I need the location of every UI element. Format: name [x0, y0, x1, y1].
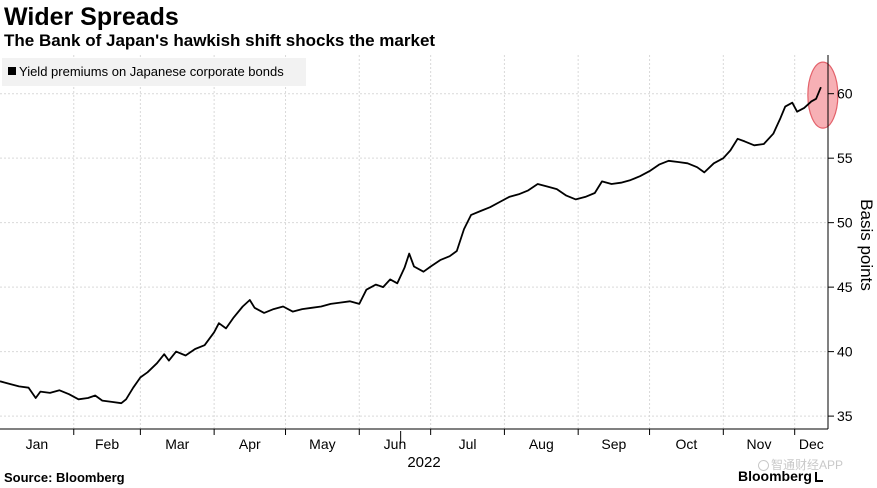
x-tick-label: Sep: [601, 436, 626, 452]
x-tick-label: Dec: [799, 436, 824, 452]
watermark-text: 智通财经APP: [771, 458, 844, 472]
y-tick-label: 55: [837, 150, 853, 166]
x-tick-label: Jan: [26, 436, 49, 452]
source-note: Source: Bloomberg: [4, 470, 125, 485]
x-tick-label: Jun: [384, 436, 407, 452]
x-tick-label: Apr: [239, 436, 261, 452]
legend-label: Yield premiums on Japanese corporate bon…: [19, 64, 284, 79]
x-tick-label: Mar: [165, 436, 189, 452]
series-line-group: [0, 86, 822, 405]
chart-subtitle: The Bank of Japan's hawkish shift shocks…: [4, 31, 436, 50]
x-tick-label: Jul: [459, 436, 477, 452]
chart-title: Wider Spreads: [4, 3, 179, 31]
x-tick-label: Feb: [95, 436, 119, 452]
legend-box: [2, 58, 306, 86]
series-line: [0, 86, 822, 405]
legend-swatch: [8, 67, 16, 75]
highlight-marker: [807, 61, 839, 129]
y-tick-label: 45: [837, 279, 853, 295]
y-tick-label: 35: [837, 408, 853, 424]
brand-mark-icon: [814, 471, 823, 482]
brand-logo: Bloomberg: [738, 468, 823, 485]
gridlines: [0, 55, 828, 429]
brand-name: Bloomberg: [738, 468, 812, 484]
legend: Yield premiums on Japanese corporate bon…: [2, 58, 306, 86]
watermark: 智通财经APP: [758, 458, 843, 472]
x-axis-year-label: 2022: [407, 454, 440, 471]
x-tick-label: May: [309, 436, 335, 452]
y-tick-label: 60: [837, 86, 853, 102]
x-tick-label: Aug: [529, 436, 554, 452]
x-tick-label: Nov: [747, 436, 772, 452]
y-axis-label: Basis points: [857, 199, 876, 291]
watermark-icon: [758, 460, 769, 471]
x-tick-label: Oct: [676, 436, 698, 452]
y-tick-label: 50: [837, 215, 853, 231]
highlight-ellipse: [807, 61, 839, 129]
axes: 35 40 45 50 55 60 Jan Feb Mar Apr May Jun Jul Aug Sep O…: [0, 55, 853, 452]
y-tick-label: 40: [837, 344, 853, 360]
